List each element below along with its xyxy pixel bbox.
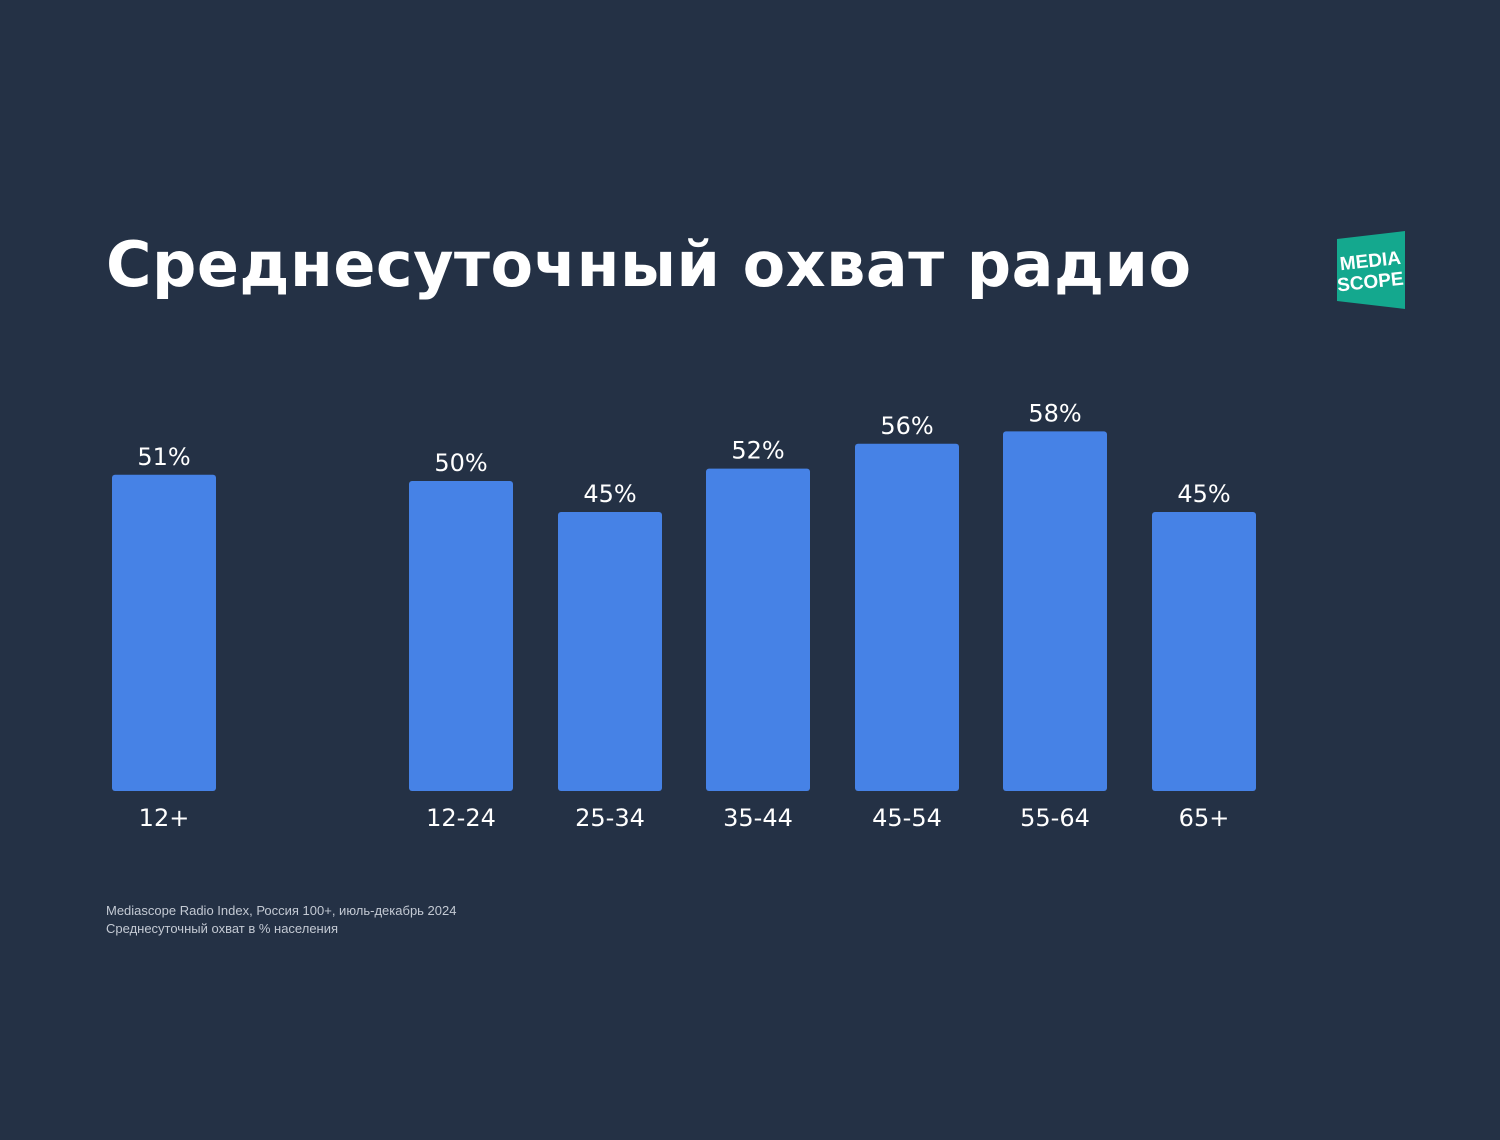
value-label: 50% <box>434 449 487 477</box>
value-label: 52% <box>731 437 784 465</box>
category-label: 55-64 <box>1020 804 1090 832</box>
bar-25-34 <box>558 512 662 791</box>
category-label: 25-34 <box>575 804 645 832</box>
mediascope-logo: MEDIA SCOPE <box>1337 231 1405 309</box>
category-label: 12+ <box>139 804 190 832</box>
category-label: 35-44 <box>723 804 793 832</box>
value-label: 45% <box>1177 480 1230 508</box>
category-label: 45-54 <box>872 804 942 832</box>
bar-12-24 <box>409 481 513 791</box>
footnote-source: Mediascope Radio Index, Россия 100+, июл… <box>106 903 457 918</box>
footnote-metric: Среднесуточный охват в % населения <box>106 921 339 936</box>
bar-45-54 <box>855 443 959 791</box>
bar-65+ <box>1152 512 1256 791</box>
bar-35-44 <box>706 468 810 791</box>
value-label: 51% <box>137 443 190 471</box>
footnote: Mediascope Radio Index, Россия 100+, июл… <box>106 902 456 938</box>
chart-title: Среднесуточный охват радио <box>106 228 1192 301</box>
value-label: 45% <box>583 480 636 508</box>
value-label: 56% <box>880 412 933 440</box>
bar-12+ <box>112 474 216 791</box>
bar-55-64 <box>1003 431 1107 791</box>
category-label: 65+ <box>1179 804 1230 832</box>
value-label: 58% <box>1028 399 1081 427</box>
category-label: 12-24 <box>426 804 496 832</box>
